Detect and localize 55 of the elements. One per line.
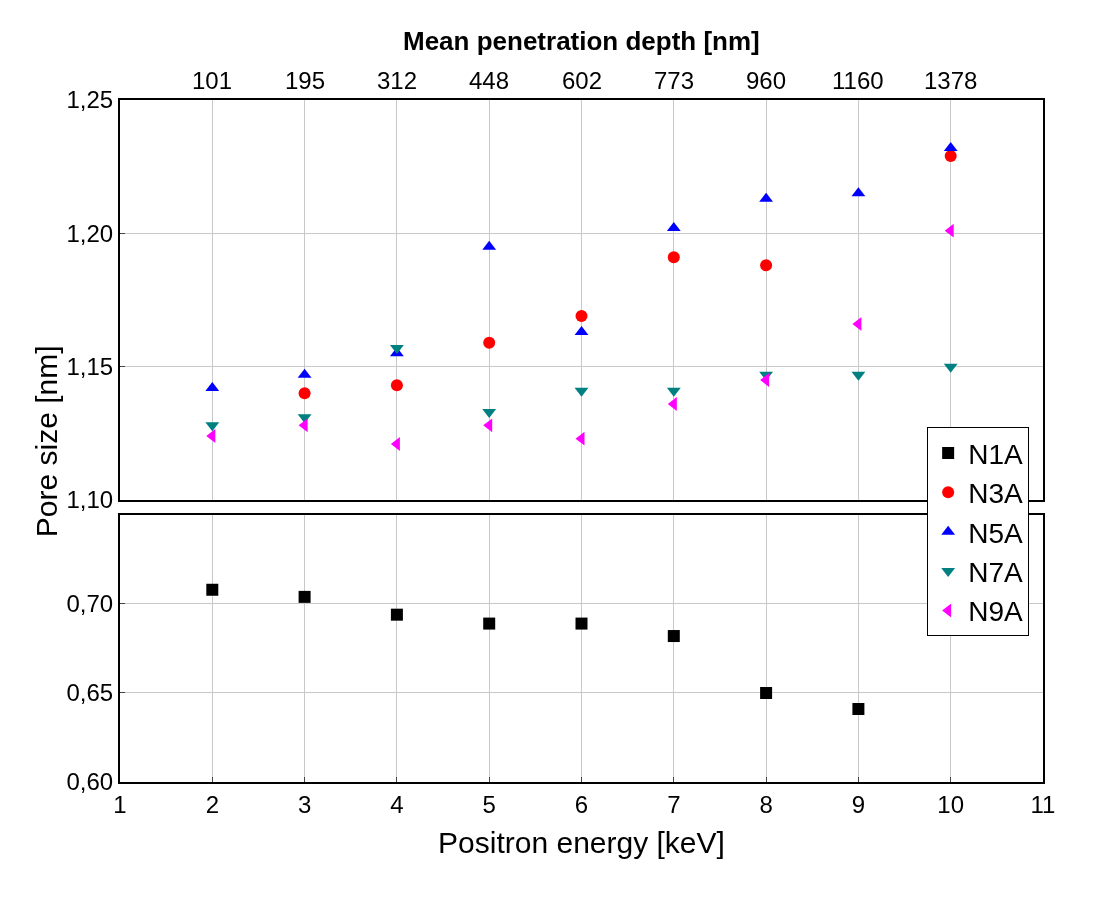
legend-label: N5A: [968, 517, 1023, 549]
point: [483, 336, 496, 349]
y-tick-label: 0,60: [66, 768, 114, 796]
y-tick-label: 1,10: [66, 486, 114, 514]
legend-label: N1A: [968, 438, 1023, 470]
x-tick-label: 9: [851, 790, 866, 818]
point: [483, 617, 496, 630]
point: [390, 437, 400, 451]
point: [206, 429, 216, 443]
point: [298, 387, 311, 400]
point: [852, 703, 865, 716]
text: 1160: [832, 67, 884, 94]
legend-label: N3A: [968, 478, 1023, 510]
y-tick-label: 1,15: [66, 353, 114, 381]
text: 195: [285, 67, 326, 94]
point: [298, 590, 311, 603]
x-tick-label: 8: [759, 790, 773, 818]
x-tick-label: 1: [113, 790, 127, 818]
x2-axis-title: Mean penetration depth [nm]: [403, 26, 760, 56]
x-tick-label: 3: [297, 790, 312, 818]
y-tick-label: 0,65: [66, 679, 114, 707]
x-axis-title: Positron energy [keV]: [438, 825, 725, 859]
text: 101: [192, 67, 233, 94]
point: [944, 150, 957, 162]
x-tick-label: 4: [390, 790, 404, 818]
point: [760, 687, 773, 699]
x-tick-label: 10: [937, 790, 965, 818]
point: [760, 259, 773, 272]
legend-label: N9A: [968, 596, 1023, 628]
point: [760, 373, 770, 387]
text: 312: [377, 67, 418, 94]
x-tick-label: 7: [667, 790, 681, 818]
point: [667, 630, 680, 643]
point: [667, 397, 677, 411]
point: [206, 583, 219, 596]
text: 602: [562, 67, 603, 94]
point: [575, 617, 588, 630]
point: [667, 251, 680, 264]
point: [390, 608, 403, 621]
y-axis-title: Pore size [nm]: [30, 345, 64, 538]
y-tick-label: 0,70: [66, 590, 114, 618]
x-tick-label: 2: [205, 790, 219, 818]
text: 1378: [924, 67, 978, 94]
x-tick-label: 5: [482, 790, 496, 818]
legend-label: N7A: [968, 557, 1023, 589]
text: 960: [746, 67, 787, 94]
y-tick-label: 1,20: [66, 219, 114, 247]
text: 448: [469, 67, 510, 94]
point: [390, 379, 403, 392]
y-tick-label: 1,25: [66, 86, 114, 114]
x-tick-label: 6: [574, 790, 589, 818]
x-tick-label: 11: [1030, 790, 1056, 818]
point: [575, 310, 588, 322]
text: 773: [654, 67, 695, 94]
point: [852, 317, 862, 331]
